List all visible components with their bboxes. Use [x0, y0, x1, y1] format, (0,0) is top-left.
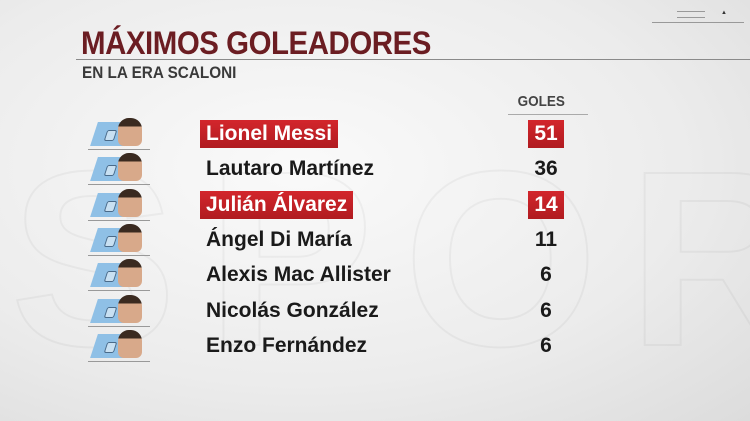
page-title: MÁXIMOS GOLEADORES	[81, 25, 431, 61]
player-name: Lautaro Martínez	[206, 157, 375, 181]
triangle-up-icon[interactable]: ▲	[721, 10, 727, 16]
player-goals: 6	[540, 263, 552, 287]
player-name: Nicolás González	[206, 298, 379, 322]
menu-line-icon	[677, 17, 705, 18]
header-divider	[508, 114, 588, 115]
row-divider	[88, 290, 150, 292]
list-item: Lautaro Martínez 36	[0, 151, 750, 186]
row-divider	[88, 184, 150, 186]
player-photo	[118, 223, 142, 252]
list-item: Nicolás González 6	[0, 293, 750, 328]
menu-line-icon	[677, 11, 705, 12]
player-name: Julián Álvarez	[200, 190, 354, 219]
list-item: Enzo Fernández 6	[0, 328, 750, 363]
list-item: Julián Álvarez 14	[0, 187, 750, 222]
list-item: Alexis Mac Allister 6	[0, 257, 750, 292]
row-divider	[88, 325, 150, 327]
player-photo	[118, 259, 142, 288]
player-name: Enzo Fernández	[206, 333, 368, 357]
row-divider	[88, 149, 150, 150]
player-name: Lionel Messi	[200, 120, 339, 148]
player-goals: 11	[534, 227, 558, 251]
player-name: Alexis Mac Allister	[206, 263, 391, 287]
page-subtitle: EN LA ERA SCALONI	[82, 63, 237, 82]
goals-column-header: GOLES	[517, 93, 565, 110]
player-goals: 6	[540, 298, 552, 322]
player-photo	[118, 188, 142, 217]
title-divider	[76, 59, 750, 60]
player-name: Ángel Di María	[206, 227, 352, 251]
row-divider	[88, 219, 150, 221]
row-divider	[88, 360, 150, 362]
player-goals: 36	[534, 157, 558, 181]
player-photo	[118, 118, 142, 146]
player-photo	[118, 153, 142, 182]
player-goals: 14	[528, 190, 564, 219]
player-goals: 51	[528, 120, 564, 148]
list-item: Lionel Messi 51	[0, 116, 750, 151]
row-divider	[88, 254, 150, 256]
player-photo	[118, 294, 142, 323]
player-photo	[118, 329, 142, 358]
list-item: Ángel Di María 11	[0, 222, 750, 257]
menu-control[interactable]: ▲	[652, 8, 744, 23]
player-goals: 6	[540, 333, 552, 357]
